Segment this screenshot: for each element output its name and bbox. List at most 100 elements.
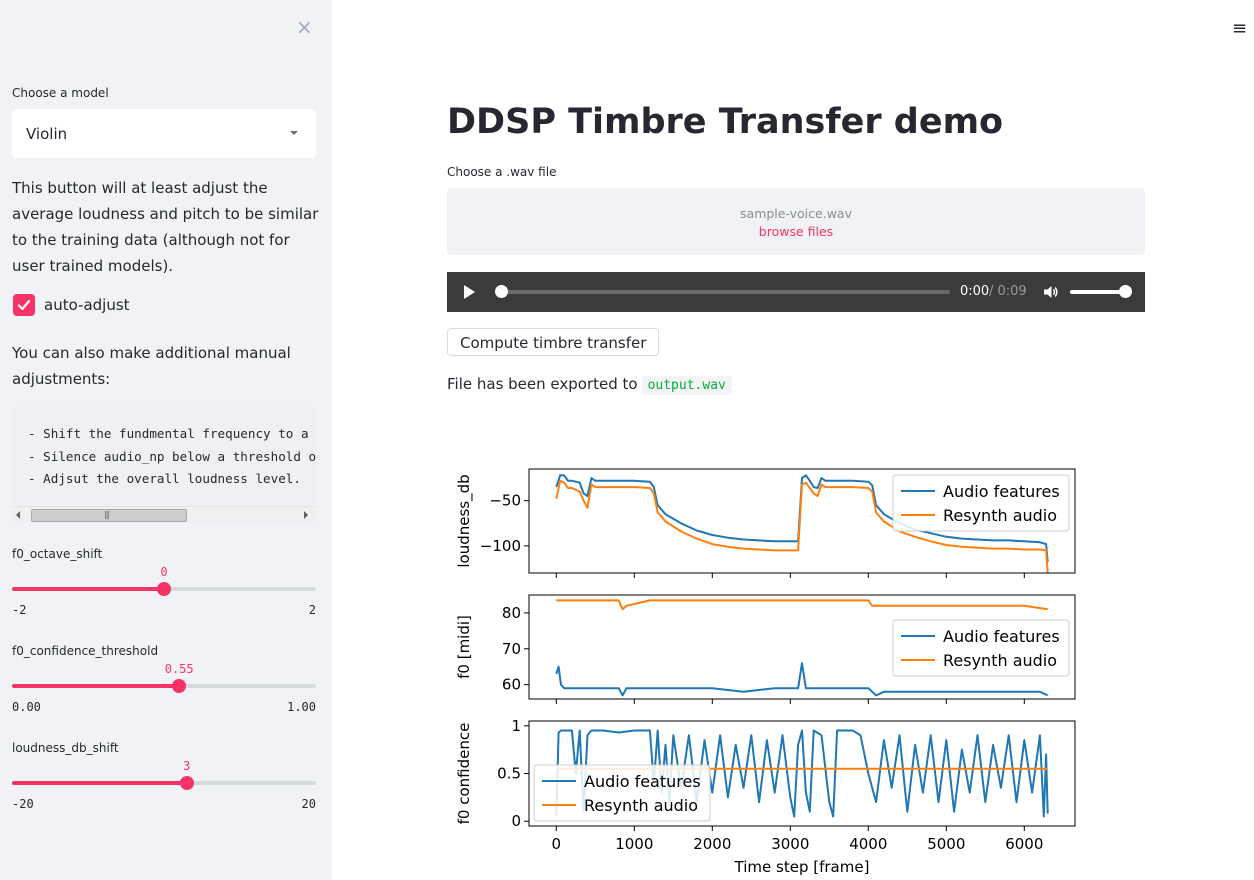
export-file-name: output.wav (641, 376, 732, 395)
volume-slider[interactable] (1070, 285, 1132, 298)
f0-confidence-threshold-value: 0.55 (164, 662, 194, 676)
chevron-down-icon (290, 131, 298, 135)
code-line: - Adjsut the overall loudness level. (28, 471, 301, 486)
play-icon[interactable] (464, 285, 475, 299)
y-tick-label: 0 (511, 812, 521, 830)
volume-icon[interactable] (1043, 284, 1059, 300)
chart-panel-1: 80 70 60 f0 [midi] Audio features Resynth aud… (455, 594, 1076, 704)
legend-entry: Audio features (943, 627, 1060, 646)
legend-entry: Resynth audio (584, 796, 698, 815)
model-select-label: Choose a model (12, 86, 109, 100)
x-tick-label: 4000 (849, 835, 887, 853)
loudness-db-shift-min: -20 (12, 797, 34, 811)
auto-adjust-checkbox[interactable] (13, 294, 35, 316)
progress-knob[interactable] (495, 285, 508, 298)
plot-frame (528, 468, 1076, 574)
feature-plots: −50 −100 loudness_db Audio features Resynth … (455, 468, 1076, 876)
legend-entry: Audio features (584, 772, 701, 791)
volume-knob[interactable] (1119, 285, 1132, 298)
x-tick-label: 1000 (615, 835, 653, 853)
y-axis-label: f0 [midi] (455, 615, 473, 679)
uploaded-file-name: sample-voice.wav (740, 206, 852, 221)
scrollbar-thumb[interactable]: ||| (31, 509, 187, 522)
y-tick-label: 1 (511, 717, 521, 735)
y-axis-label: loudness_db (455, 474, 474, 567)
y-tick-label: 60 (502, 676, 521, 694)
x-tick-label: 6000 (1005, 835, 1043, 853)
series-line-resynth-audio (555, 479, 1049, 574)
grip-icon: ||| (104, 510, 110, 519)
slider-fill (12, 684, 180, 688)
f0-octave-shift-label: f0_octave_shift (12, 547, 103, 561)
code-line: - Shift the fundmental frequency to a (28, 426, 309, 441)
x-tick-label: 5000 (927, 835, 965, 853)
scroll-right-arrow-icon[interactable] (304, 511, 308, 519)
slider-fill (12, 587, 164, 591)
scroll-left-arrow-icon[interactable] (16, 511, 20, 519)
f0-octave-shift-max: 2 (308, 603, 316, 617)
legend-entry: Audio features (943, 482, 1060, 501)
series-line-resynth-audio (556, 599, 1048, 611)
chart-legend: Audio features Resynth audio (533, 764, 711, 822)
plot-frame (528, 594, 1076, 700)
loudness-db-shift-label: loudness_db_shift (12, 741, 119, 755)
code-block: - Shift the fundmental frequency to a - … (12, 406, 316, 522)
browse-files-link[interactable]: browse files (758, 224, 834, 239)
y-tick-label: 80 (502, 604, 521, 622)
y-tick-label: −50 (489, 492, 521, 510)
loudness-db-shift-slider[interactable] (12, 776, 316, 790)
series-line-audio-features (555, 662, 1049, 697)
file-uploader-label: Choose a .wav file (447, 165, 557, 179)
f0-confidence-threshold-slider[interactable] (12, 679, 316, 693)
page-title: DDSP Timbre Transfer demo (447, 102, 1004, 142)
code-horizontal-scrollbar[interactable]: ||| (12, 506, 316, 523)
sidebar: × Choose a model Violin This button will… (0, 0, 332, 880)
legend-box (892, 619, 1070, 677)
f0-confidence-threshold-min: 0.00 (12, 700, 41, 714)
f0-confidence-threshold-label: f0_confidence_threshold (12, 644, 159, 658)
export-message: File has been exported to output.wav (447, 375, 732, 395)
series-line-audio-features (555, 729, 1049, 818)
chart-panel-2: 1 0.5 0 0 1000 2000 3000 4000 5000 6000 f0 confide… (455, 717, 1076, 876)
model-select-value: Violin (26, 125, 68, 143)
auto-adjust-label[interactable]: auto-adjust (44, 296, 130, 314)
chart-legend: Audio features Resynth audio (892, 619, 1070, 677)
auto-adjust-description: This button will at least adjust the ave… (12, 179, 319, 275)
x-tick-label: 3000 (771, 835, 809, 853)
y-tick-label: 0.5 (497, 765, 521, 783)
x-axis-label: Time step [frame] (734, 858, 870, 876)
checkmark-icon (17, 299, 31, 311)
f0-octave-shift-value: 0 (160, 565, 168, 579)
code-block-text: - Shift the fundmental frequency to a - … (12, 423, 316, 491)
loudness-db-shift-max: 20 (301, 797, 316, 811)
current-time: 0:00 (960, 284, 990, 299)
export-text: File has been exported to (447, 375, 638, 393)
legend-entry: Resynth audio (943, 651, 1057, 670)
slider-thumb[interactable] (179, 776, 194, 790)
x-tick-label: 2000 (693, 835, 731, 853)
slider-fill (12, 781, 187, 785)
legend-box (892, 474, 1070, 532)
f0-confidence-threshold-max: 1.00 (287, 700, 316, 714)
chart-panel-0: −50 −100 loudness_db Audio features Resynth … (455, 468, 1076, 578)
y-axis-label: f0 confidence (455, 723, 473, 825)
compute-timbre-transfer-button[interactable]: Compute timbre transfer (447, 328, 660, 356)
legend-entry: Resynth audio (943, 506, 1057, 525)
x-tick-label: 0 (552, 835, 562, 853)
legend-box (533, 764, 711, 822)
f0-octave-shift-min: -2 (12, 603, 27, 617)
y-tick-label: −100 (480, 537, 521, 555)
slider-thumb[interactable] (157, 582, 171, 596)
slider-thumb[interactable] (172, 679, 187, 693)
duration: / 0:09 (989, 284, 1027, 299)
close-sidebar-icon[interactable]: × (296, 15, 313, 39)
audio-player: 0:00 / 0:09 (447, 272, 1145, 312)
hamburger-menu-icon[interactable]: ≡ (1232, 18, 1248, 39)
file-uploader[interactable]: sample-voice.wav browse files (447, 188, 1145, 255)
manual-adjust-text: You can also make additional manual adju… (12, 344, 291, 388)
f0-octave-shift-slider[interactable] (12, 582, 316, 596)
y-tick-label: 70 (502, 640, 521, 658)
audio-progress-bar[interactable] (495, 285, 950, 298)
model-select[interactable]: Violin (12, 109, 316, 158)
code-line: - Silence audio_np below a threshold o (28, 448, 316, 464)
